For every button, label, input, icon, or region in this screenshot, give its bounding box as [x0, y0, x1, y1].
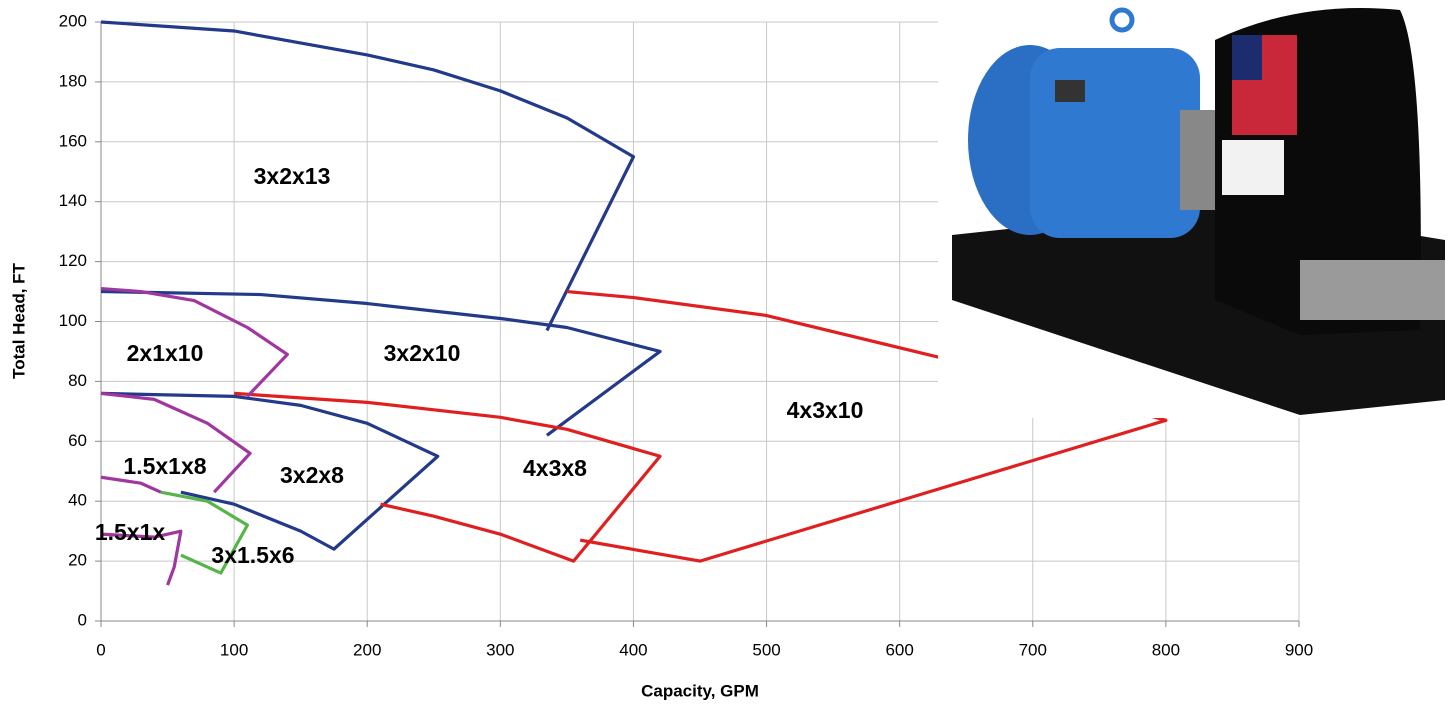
x-tick-label: 800 [1152, 640, 1180, 659]
motor-body [1030, 48, 1200, 238]
y-tick-label: 100 [59, 311, 87, 330]
envelope-line [160, 490, 250, 575]
pump-photo [938, 0, 1455, 418]
envelope-line [100, 391, 252, 494]
x-axis-title: Capacity, GPM [641, 681, 759, 700]
y-tick-label: 120 [59, 251, 87, 270]
y-tick-label: 20 [68, 551, 87, 570]
x-tick-label: 200 [353, 640, 381, 659]
flag-canton [1232, 35, 1262, 80]
y-tick-label: 180 [59, 71, 87, 90]
x-tick-label: 400 [619, 640, 647, 659]
envelope-line [100, 20, 636, 332]
envelope-line [100, 391, 440, 551]
y-tick-label: 40 [68, 491, 87, 510]
x-tick-label: 500 [752, 640, 780, 659]
envelope-label: 4x3x10 [787, 397, 864, 423]
mount-bracket [1300, 260, 1445, 320]
envelope-label: 3x2x10 [384, 340, 461, 366]
x-tick-label: 900 [1285, 640, 1313, 659]
y-tick-label: 60 [68, 431, 87, 450]
y-tick-label: 140 [59, 191, 87, 210]
x-tick-label: 700 [1019, 640, 1047, 659]
envelope-label: 3x2x8 [280, 462, 344, 488]
pump-label [1222, 140, 1284, 195]
motor-plate [1055, 80, 1085, 102]
x-tick-label: 600 [885, 640, 913, 659]
envelope-label: 1.5x1x [95, 519, 166, 545]
envelope-line [100, 289, 662, 437]
envelope-label: 1.5x1x8 [123, 453, 206, 479]
x-tick-label: 0 [96, 640, 105, 659]
y-axis-title: Total Head, FT [9, 262, 28, 378]
envelope-line [234, 391, 662, 563]
y-tick-label: 80 [68, 371, 87, 390]
x-tick-label: 300 [486, 640, 514, 659]
envelope-line [100, 286, 289, 398]
lifting-eye [1109, 7, 1135, 33]
y-tick-label: 0 [78, 610, 87, 629]
envelope-label: 2x1x10 [127, 340, 204, 366]
x-tick-label: 100 [220, 640, 248, 659]
envelope-label: 3x2x13 [254, 163, 331, 189]
y-tick-label: 200 [59, 11, 87, 30]
y-tick-label: 160 [59, 131, 87, 150]
envelope-label: 3x1.5x6 [211, 542, 294, 568]
envelope-label: 4x3x8 [523, 455, 587, 481]
envelope-line [100, 475, 183, 586]
